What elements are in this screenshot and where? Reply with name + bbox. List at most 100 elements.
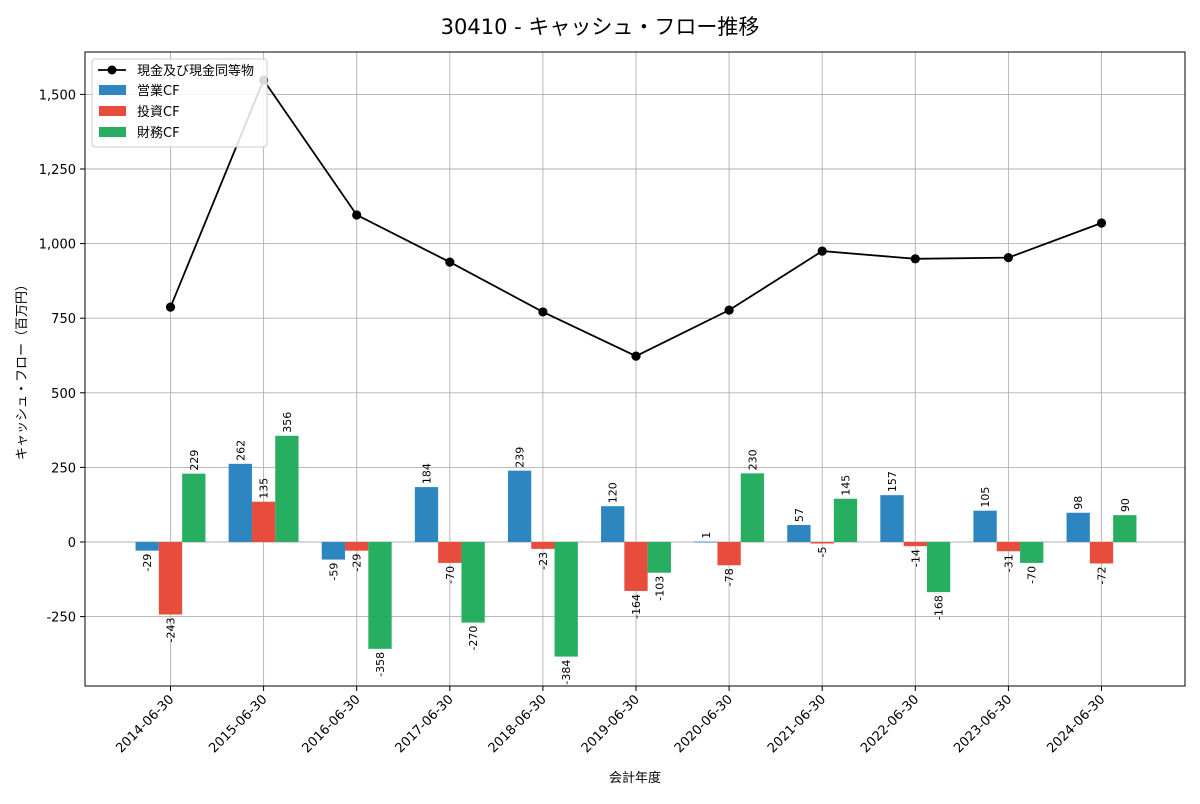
- x-tick-label: 2018-06-30: [486, 692, 550, 756]
- bar-value-label: -29: [141, 554, 154, 572]
- bar-investing: [345, 542, 369, 551]
- y-tick-label: 1,250: [39, 163, 76, 178]
- bar-value-label: 1: [700, 532, 713, 539]
- x-axis: 2014-06-30 2015-06-30 2016-06-30 2017-06-30…: [113, 686, 1108, 756]
- cash-line-point: [817, 246, 827, 256]
- y-tick-label: 1,500: [39, 88, 76, 103]
- y-tick-label: 500: [51, 387, 76, 402]
- bar-financing: [461, 542, 485, 623]
- legend-swatch-financing: [99, 127, 126, 137]
- bar-value-label: 145: [840, 475, 853, 496]
- bars: [135, 435, 1137, 657]
- bar-operating: [601, 506, 625, 542]
- bar-value-label: 184: [421, 463, 434, 484]
- cash-line-point: [724, 305, 734, 315]
- bar-operating: [321, 542, 346, 560]
- bar-investing: [996, 542, 1021, 552]
- bar-financing: [1113, 515, 1137, 542]
- bar-value-label: 157: [886, 471, 899, 492]
- cash-line-point: [352, 210, 362, 220]
- bar-value-label: 57: [793, 508, 806, 522]
- x-axis-label: 会計年度: [609, 770, 661, 786]
- legend-swatch-operating: [99, 85, 126, 95]
- bar-financing: [554, 542, 578, 657]
- cash-line-point: [631, 351, 641, 361]
- bar-operating: [1066, 512, 1090, 542]
- bar-investing: [903, 542, 927, 547]
- bar-investing: [251, 501, 276, 542]
- bar-value-label: -70: [444, 566, 457, 584]
- bar-financing: [647, 542, 671, 573]
- bar-value-label: 90: [1119, 498, 1132, 512]
- bar-value-label: -164: [630, 594, 643, 619]
- bar-value-label: 262: [234, 440, 247, 461]
- bar-value-label: -243: [165, 618, 178, 643]
- y-tick-label: 750: [51, 312, 76, 327]
- x-tick-label: 2019-06-30: [579, 692, 643, 756]
- x-tick-label: 2015-06-30: [206, 692, 270, 756]
- bar-value-label: -14: [909, 549, 922, 567]
- bar-investing: [438, 542, 462, 563]
- bar-value-label: -384: [560, 660, 573, 685]
- plot-frame: [84, 51, 1186, 687]
- bar-value-label: -103: [653, 576, 666, 601]
- bar-operating: [228, 463, 252, 542]
- bar-value-label: 98: [1072, 496, 1085, 510]
- legend-swatch-investing: [99, 106, 126, 116]
- cash-line-point: [445, 257, 455, 267]
- bar-financing: [182, 473, 206, 542]
- legend-box: [91, 58, 268, 148]
- bar-value-label: -70: [1026, 566, 1039, 584]
- bar-value-label: -29: [351, 554, 364, 572]
- bar-investing: [158, 542, 183, 615]
- bar-value-label: -59: [327, 563, 340, 581]
- cash-line-point: [1003, 253, 1014, 263]
- x-tick-label: 2022-06-30: [858, 692, 922, 756]
- y-tick-label: -250: [46, 611, 76, 626]
- x-tick-label: 2017-06-30: [393, 692, 457, 756]
- bar-value-label: -168: [933, 595, 946, 620]
- legend-point-marker: [107, 65, 117, 75]
- bar-value-label: -23: [537, 552, 550, 570]
- bar-value-label: 120: [607, 482, 620, 503]
- cash-line-point: [165, 302, 176, 312]
- legend-label-operating: 営業CF: [137, 83, 180, 99]
- bar-value-label: -78: [723, 568, 736, 586]
- legend: 現金及び現金同等物 営業CF 投資CF 財務CF: [91, 58, 268, 148]
- bar-value-label: 229: [188, 450, 201, 471]
- chart-title: 30410 - キャッシュ・フロー推移: [441, 15, 760, 39]
- bar-operating: [507, 470, 532, 542]
- bar-investing: [531, 542, 555, 549]
- bar-value-label: -358: [374, 652, 387, 677]
- y-axis: -250 0 250 500 750 1,000 1,250 1,500: [39, 88, 85, 626]
- x-tick-label: 2014-06-30: [113, 692, 177, 756]
- x-tick-label: 2023-06-30: [951, 692, 1015, 756]
- legend-label-cash: 現金及び現金同等物: [137, 63, 254, 79]
- bar-operating: [694, 541, 718, 543]
- y-tick-label: 250: [51, 461, 76, 476]
- y-tick-label: 1,000: [39, 238, 76, 253]
- bar-value-label: 230: [746, 449, 759, 470]
- bar-operating: [414, 487, 439, 542]
- bar-financing: [740, 473, 765, 542]
- cash-line-point: [538, 307, 548, 317]
- bar-financing: [833, 498, 858, 542]
- bar-value-label: -5: [816, 546, 829, 557]
- bar-value-label: 239: [514, 447, 527, 468]
- bar-value-label: 105: [979, 487, 992, 508]
- bar-financing: [926, 542, 951, 593]
- bar-operating: [787, 524, 811, 542]
- legend-label-investing: 投資CF: [137, 104, 180, 120]
- cash-line-point: [1096, 218, 1107, 228]
- bar-investing: [1089, 542, 1114, 564]
- bar-operating: [880, 495, 904, 542]
- bar-value-label: 356: [281, 412, 294, 433]
- y-axis-label: キャッシュ・フロー（百万円）: [15, 278, 30, 460]
- bar-operating: [973, 510, 997, 542]
- bar-investing: [810, 542, 834, 544]
- legend-label-financing: 財務CF: [137, 126, 180, 141]
- bar-value-label: 135: [258, 478, 271, 499]
